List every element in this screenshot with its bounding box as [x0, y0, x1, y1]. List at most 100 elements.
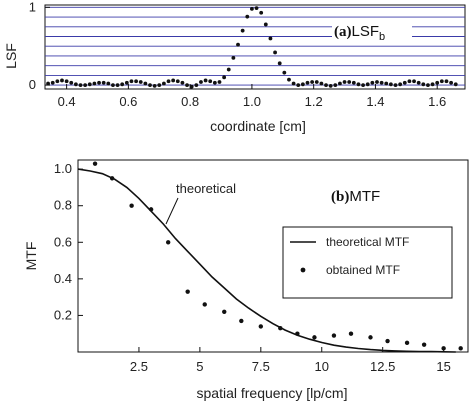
- panel-a-label: (a): [334, 24, 352, 40]
- lsf-point: [78, 83, 83, 88]
- panel-b-xtick-label: 10: [315, 359, 329, 374]
- lsf-point: [50, 80, 55, 85]
- lsf-point: [254, 6, 259, 11]
- lsf-point: [351, 80, 356, 85]
- lsf-point: [273, 50, 277, 55]
- svg-text:(b)MTF: (b)MTF: [331, 188, 380, 205]
- obtained-mtf-point: [458, 346, 463, 351]
- lsf-point: [250, 6, 254, 11]
- panel-a-xtick-label: 1.6: [428, 94, 446, 109]
- obtained-mtf-point: [258, 324, 264, 329]
- obtained-mtf-point: [331, 333, 337, 338]
- lsf-point: [175, 79, 180, 84]
- panel-b-ylabel: MTF: [23, 242, 39, 271]
- lsf-point: [310, 80, 315, 84]
- lsf-point: [268, 36, 273, 41]
- lsf-point: [296, 83, 301, 88]
- lsf-point: [199, 80, 203, 84]
- panel-a-ytick-label: 0: [29, 77, 36, 92]
- lsf-point: [338, 81, 342, 86]
- lsf-point: [435, 80, 440, 85]
- lsf-point: [161, 81, 166, 86]
- panel-b-xtick-label: 7.5: [252, 359, 270, 374]
- lsf-point: [55, 79, 60, 84]
- panel-b-ytick-label: 0.6: [54, 234, 72, 249]
- lsf-point: [171, 78, 176, 83]
- annotation-pointer: [165, 197, 179, 225]
- lsf-point: [347, 80, 352, 84]
- legend: theoretical MTF obtained MTF: [282, 226, 453, 299]
- lsf-point: [203, 78, 208, 83]
- lsf-point: [222, 75, 227, 80]
- lsf-point: [129, 79, 134, 84]
- lsf-point: [60, 78, 64, 83]
- lsf-point: [342, 80, 347, 84]
- lsf-point: [282, 70, 287, 75]
- obtained-mtf-point: [385, 338, 390, 344]
- lsf-point: [236, 42, 240, 47]
- lsf-point: [453, 82, 458, 87]
- obtained-mtf-point: [202, 302, 207, 307]
- lsf-point: [375, 80, 379, 84]
- lsf-point: [291, 81, 296, 86]
- panel-a-xtick-label: 1.0: [243, 94, 261, 109]
- lsf-point: [379, 80, 384, 85]
- lsf-point: [333, 83, 338, 88]
- obtained-mtf-point: [404, 340, 410, 346]
- lsf-point: [305, 80, 310, 85]
- obtained-mtf-point: [312, 335, 317, 340]
- panel-b-xtick-label: 2.5: [130, 359, 148, 374]
- panel-a-xtick-label: 0.8: [181, 94, 199, 109]
- lsf-point: [263, 22, 268, 27]
- lsf-point: [365, 82, 370, 87]
- panel-b-xlabel: spatial frequency [lp/cm]: [197, 385, 348, 401]
- lsf-point: [319, 81, 324, 86]
- lsf-point: [73, 82, 78, 87]
- lsf-point: [120, 82, 125, 87]
- lsf-point: [444, 79, 449, 84]
- lsf-point: [402, 80, 407, 85]
- lsf-point: [384, 81, 389, 86]
- lsf-point: [430, 82, 435, 87]
- lsf-point: [148, 83, 152, 88]
- lsf-point: [259, 10, 264, 15]
- obtained-mtf-point: [239, 318, 244, 324]
- panel-b-ytick-label: 0.4: [54, 271, 72, 286]
- panel-b-ytick-label: 0.2: [54, 307, 72, 322]
- panel-a-ytick-label: 1: [29, 0, 36, 14]
- obtained-mtf-point: [92, 161, 98, 166]
- panel-b-ytick-label: 1.0: [54, 161, 72, 176]
- lsf-point: [231, 55, 236, 60]
- lsf-point: [208, 79, 213, 84]
- lsf-point: [92, 81, 97, 86]
- lsf-point: [194, 83, 199, 88]
- panel-a-xtick-label: 1.4: [366, 94, 384, 109]
- lsf-point: [180, 80, 185, 85]
- lsf-point: [328, 83, 333, 88]
- lsf-point: [412, 79, 416, 84]
- lsf-point: [370, 80, 375, 85]
- lsf-point: [439, 79, 444, 84]
- panel-b-xtick-label: 5: [196, 359, 203, 374]
- lsf-point: [407, 79, 412, 84]
- panel-a-title-bg: [332, 18, 412, 40]
- panel-a-xtick-label: 0.4: [58, 94, 76, 109]
- lsf-point: [157, 83, 162, 88]
- obtained-mtf-point: [348, 331, 354, 336]
- panel-b-frame: [77, 159, 469, 353]
- lsf-point: [416, 80, 421, 85]
- panel-a-lsf: 0.4 0.6 0.8 1.0 1.2 1.4 1.6 01 (a)LSFb LSF coo…: [3, 0, 466, 134]
- panel-b-xtick-label: 15: [436, 359, 450, 374]
- lsf-point: [356, 82, 361, 87]
- lsf-point: [212, 80, 217, 85]
- lsf-point: [245, 14, 250, 19]
- theoretical-mtf-curve: [77, 168, 456, 353]
- obtained-mtf-point: [421, 342, 427, 347]
- lsf-point: [398, 82, 403, 87]
- obtained-mtf-point: [278, 326, 283, 331]
- legend-dot-swatch: [300, 267, 306, 273]
- lsf-point: [426, 83, 430, 88]
- svg-text:(a)LSFb: (a)LSFb: [334, 23, 385, 43]
- lsf-point: [217, 80, 222, 84]
